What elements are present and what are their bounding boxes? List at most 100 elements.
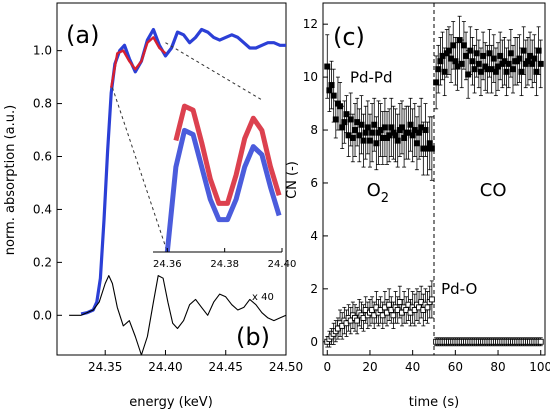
pd-pd-point (509, 66, 516, 73)
pd-pd-point (416, 129, 423, 136)
xanes-blue-series (80, 27, 286, 316)
y-tick-label-cn: 2 (310, 282, 318, 296)
y-tick-label-cn: 10 (303, 70, 318, 84)
pd-pd-point (371, 121, 378, 128)
pd-pd-series (324, 15, 544, 181)
pd-pd-point (330, 92, 337, 99)
pd-pd-point (332, 116, 339, 123)
pd-pd-point (503, 68, 510, 75)
pd-pd-point (505, 60, 512, 67)
pd-pd-point (439, 52, 446, 59)
pd-pd-point (531, 55, 538, 62)
pd-pd-point (507, 50, 514, 57)
pd-pd-point (420, 145, 427, 152)
pd-pd-point (347, 116, 354, 123)
inset-zoom: 24.36 24.38 24.40 (111, 42, 296, 270)
pd-pd-point (520, 47, 527, 54)
pd-pd-point (337, 103, 344, 110)
pd-pd-point (407, 121, 414, 128)
annotation-pd-o: Pd-O (441, 280, 477, 298)
pd-pd-point (486, 50, 493, 57)
pd-pd-point (450, 42, 457, 49)
pd-pd-point (401, 134, 408, 141)
y-tick-label-cn: 6 (310, 176, 318, 190)
pd-pd-point (409, 132, 416, 139)
x-tick-label-absorption: 24.50 (269, 360, 303, 374)
pd-pd-point (369, 129, 376, 136)
pd-pd-point (458, 60, 465, 67)
y-axis-title-absorption: norm. absorption (a.u.) (3, 105, 18, 255)
pd-pd-point (405, 129, 412, 136)
pd-pd-point (386, 132, 393, 139)
pd-pd-point (480, 52, 487, 59)
x-tick-label-time: 20 (362, 360, 377, 374)
pd-pd-point (354, 119, 361, 126)
pd-pd-point (366, 137, 373, 144)
pd-pd-point (465, 71, 472, 78)
pd-pd-point (428, 145, 435, 152)
pd-pd-point (341, 119, 348, 126)
pd-pd-point (529, 60, 536, 67)
pd-pd-point (516, 55, 523, 62)
absorption-series (69, 27, 287, 356)
pd-pd-point (492, 68, 499, 75)
absorption-ticks: 24.35 24.40 24.45 24.50 0.0 0.2 0.4 0.6 0.8 1.0 (33, 44, 303, 374)
y-axis-title-cn: CN (-) (285, 161, 300, 199)
pd-pd-point (413, 140, 420, 147)
pd-pd-point (328, 82, 335, 89)
y-tick-label-cn: 0 (310, 335, 318, 349)
coordination-ticks: 0 20 40 60 80 100 0 2 4 6 8 10 12 (303, 17, 550, 374)
pd-pd-point (437, 58, 444, 65)
region-label-co: CO (480, 180, 507, 201)
pd-pd-point (343, 111, 350, 118)
pd-pd-point (490, 55, 497, 62)
pd-pd-point (448, 55, 455, 62)
pd-pd-point (339, 124, 346, 131)
y-tick-label-absorption: 1.0 (33, 44, 52, 58)
y-tick-label-absorption: 0.2 (33, 255, 52, 269)
pd-pd-point (324, 63, 331, 70)
x-axis-title-time: time (s) (409, 395, 459, 410)
pd-pd-point (467, 47, 474, 54)
pd-pd-point (377, 127, 384, 134)
pd-pd-point (424, 145, 431, 152)
pd-pd-point (360, 137, 367, 144)
pd-pd-point (392, 132, 399, 139)
pd-pd-point (388, 124, 395, 131)
y-tick-label-absorption: 0.8 (33, 97, 52, 111)
pd-pd-point (358, 121, 365, 128)
y-tick-label-absorption: 0.4 (33, 202, 52, 216)
pd-pd-point (463, 52, 470, 59)
pd-o-series (324, 280, 544, 348)
pd-pd-point (418, 124, 425, 131)
panel-label-b: (b) (236, 323, 270, 351)
zoom-connector-right (165, 42, 263, 101)
pd-pd-point (471, 66, 478, 73)
pd-pd-point (533, 68, 540, 75)
pd-pd-point (537, 60, 544, 67)
pd-pd-point (352, 127, 359, 134)
panel-label-a: (a) (66, 21, 99, 49)
region-label-o2: O2 (367, 180, 389, 206)
x-tick-label-time: 100 (529, 360, 550, 374)
pd-pd-point (497, 52, 504, 59)
pd-pd-point (379, 134, 386, 141)
y-tick-label-absorption: 0.0 (33, 308, 52, 322)
plot-frame-absorption (56, 2, 287, 356)
pd-o-point (537, 338, 544, 345)
x-tick-label-time: 80 (490, 360, 505, 374)
pd-pd-point (456, 37, 463, 44)
pd-pd-point (435, 66, 442, 73)
x-tick-label-time: 60 (448, 360, 463, 374)
zoom-connector-left (111, 87, 168, 253)
pd-pd-point (477, 68, 484, 75)
y-tick-label-cn: 4 (310, 229, 318, 243)
inset-blue-series (164, 127, 282, 253)
multiplier-note: x 40 (252, 292, 274, 303)
pd-pd-point (460, 42, 467, 49)
pd-pd-point (356, 132, 363, 139)
x-tick-label-absorption: 24.35 (88, 360, 122, 374)
pd-pd-point (473, 50, 480, 57)
